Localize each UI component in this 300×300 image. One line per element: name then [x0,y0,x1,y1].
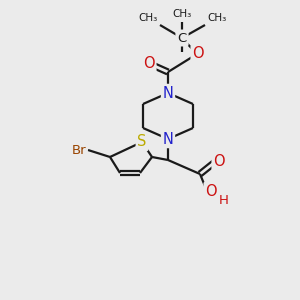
Text: O: O [143,56,155,71]
Text: C: C [177,32,187,44]
Text: CH₃: CH₃ [172,9,192,19]
Text: N: N [163,85,173,100]
Text: N: N [163,131,173,146]
Text: Br: Br [71,143,86,157]
Text: H: H [219,194,229,207]
Text: O: O [205,184,217,199]
Text: O: O [192,46,204,62]
Text: S: S [137,134,147,149]
Text: CH₃: CH₃ [207,13,226,23]
Text: O: O [213,154,225,169]
Text: CH₃: CH₃ [139,13,158,23]
